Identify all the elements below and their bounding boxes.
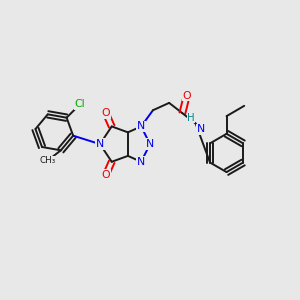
Text: N: N xyxy=(137,122,145,131)
Text: CH₃: CH₃ xyxy=(40,156,56,165)
Text: O: O xyxy=(101,170,110,180)
Text: N: N xyxy=(146,139,154,149)
Text: N: N xyxy=(96,139,104,149)
Text: Cl: Cl xyxy=(74,99,85,110)
Text: O: O xyxy=(182,91,191,100)
Text: N: N xyxy=(196,124,205,134)
Text: O: O xyxy=(101,108,110,118)
Text: H: H xyxy=(187,112,195,123)
Text: N: N xyxy=(137,157,145,167)
